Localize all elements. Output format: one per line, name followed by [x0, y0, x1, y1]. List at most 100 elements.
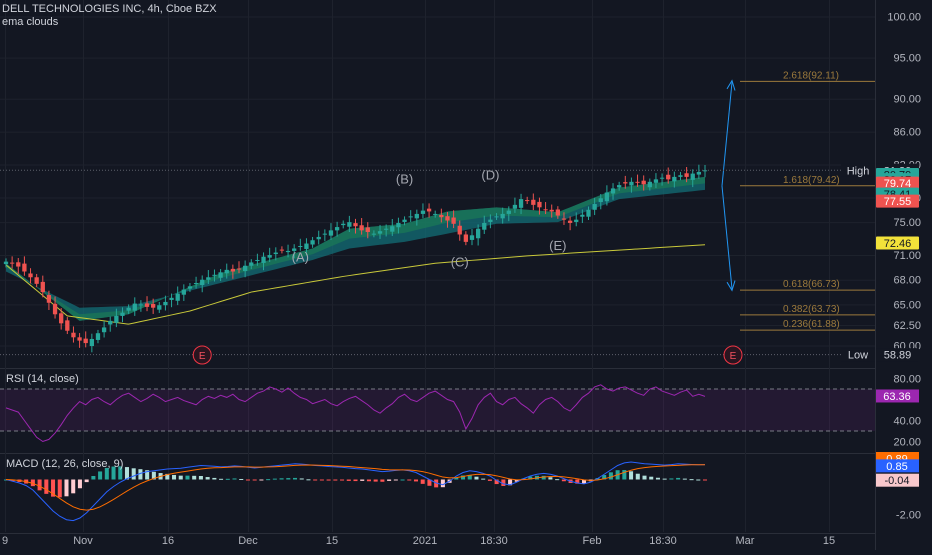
x-tick-label: 9 — [2, 535, 8, 547]
rsi-value-badge-text: 63.36 — [883, 391, 911, 403]
macd-histogram-bar — [71, 479, 76, 494]
price-badge-text: 79.74 — [884, 178, 912, 190]
macd-histogram-bar — [582, 479, 587, 484]
rsi-tick-label: 80.00 — [893, 374, 921, 386]
price-badge-text: 58.89 — [884, 350, 912, 362]
candle-body — [623, 182, 628, 184]
macd-histogram-bar — [212, 477, 217, 480]
ema-slow-line — [5, 244, 706, 325]
price-tick-label: 71.00 — [893, 250, 921, 262]
macd-histogram-bar — [272, 478, 277, 480]
candle-body — [261, 256, 266, 263]
wave-label: (D) — [481, 167, 499, 182]
grid-h-line — [0, 57, 875, 59]
candle-body — [292, 248, 297, 251]
macd-histogram-bar — [420, 479, 425, 484]
candle-body — [567, 220, 573, 223]
candle-body — [310, 240, 315, 245]
candle-body — [22, 263, 27, 272]
candle-body — [512, 204, 518, 209]
candle-body — [3, 261, 9, 265]
macd-histogram-bar — [655, 477, 660, 480]
macd-histogram-bar — [259, 479, 264, 481]
grid-v-line — [83, 0, 84, 532]
grid-h-line — [0, 345, 875, 347]
macd-histogram-bar — [474, 476, 479, 480]
candle-body — [101, 327, 107, 333]
macd-signal-line — [5, 464, 705, 511]
fib-level-label: 0.618(66.73) — [783, 279, 840, 290]
macd-histogram-bar — [669, 478, 674, 480]
projection-up-line — [721, 82, 733, 186]
candle-body — [531, 199, 536, 205]
candle-body — [193, 283, 199, 285]
candle-body — [420, 210, 426, 214]
macd-histogram-bar — [481, 478, 486, 480]
price-badge-text: 72.46 — [884, 238, 912, 250]
macd-histogram-group — [3, 466, 708, 498]
macd-histogram-bar — [84, 479, 89, 483]
macd-histogram-bar — [30, 479, 35, 487]
candle-body — [341, 223, 346, 226]
candle-body — [187, 286, 193, 289]
macd-histogram-bar — [299, 478, 304, 480]
candle-body — [267, 255, 272, 258]
candle-body — [610, 188, 616, 194]
candle-body — [561, 218, 567, 220]
macd-histogram-bar — [165, 473, 170, 480]
macd-histogram-bar — [333, 479, 338, 481]
candle-body — [304, 243, 309, 249]
macd-histogram-bar — [662, 478, 667, 480]
macd-histogram-bar — [57, 479, 62, 498]
price-badge-bg — [876, 194, 919, 208]
chart-title: DELL TECHNOLOGIES INC, 4h, Cboe BZX — [2, 3, 217, 15]
price-badge-bg — [876, 348, 919, 362]
candle-body — [641, 180, 646, 185]
x-tick-label: 18:30 — [480, 535, 508, 547]
macd-histogram-bar — [380, 479, 385, 482]
macd-histogram-bar — [104, 467, 109, 480]
candle-body — [298, 245, 303, 247]
candle-body — [175, 293, 180, 301]
candle-body — [433, 213, 438, 215]
candle-body — [224, 269, 229, 274]
candle-body — [59, 313, 64, 324]
macd-histogram-bar — [346, 479, 351, 481]
rsi-tick-label: 20.00 — [893, 437, 921, 449]
grid-h-line — [0, 324, 875, 326]
candle-body — [617, 185, 622, 188]
candle-body — [396, 222, 401, 228]
candle-body — [549, 209, 554, 212]
candle-body — [537, 201, 542, 208]
candle-body — [28, 273, 33, 278]
candle-body — [426, 208, 432, 212]
rsi-line — [5, 384, 706, 443]
macd-histogram-bar — [198, 476, 203, 480]
candle-body — [359, 225, 364, 231]
candle-body — [696, 171, 702, 175]
candle-body — [684, 173, 689, 177]
macd-histogram-bar — [541, 475, 546, 480]
earnings-marker-label: E — [199, 351, 206, 362]
candle-body — [279, 249, 285, 251]
x-tick-label: Dec — [238, 535, 258, 547]
macd-histogram-bar — [407, 479, 412, 481]
candle-body — [230, 268, 236, 272]
candle-body — [666, 174, 671, 180]
candle-body — [9, 262, 15, 264]
candle-body — [151, 303, 156, 308]
candle-body — [218, 272, 223, 278]
macd-histogram-bar — [635, 473, 640, 480]
candle-body — [408, 216, 413, 218]
rsi-pane-divider — [0, 368, 875, 369]
candle-body — [16, 262, 21, 267]
price-badge-text: 77.55 — [884, 196, 912, 208]
candle-body — [89, 338, 94, 347]
macd-histogram-bar — [266, 479, 271, 481]
macd-histogram-bar — [508, 479, 513, 486]
price-badge-prefix-bg — [841, 348, 875, 362]
macd-label: MACD (12, 26, close, 9) — [6, 458, 124, 470]
candle-body — [629, 181, 634, 186]
